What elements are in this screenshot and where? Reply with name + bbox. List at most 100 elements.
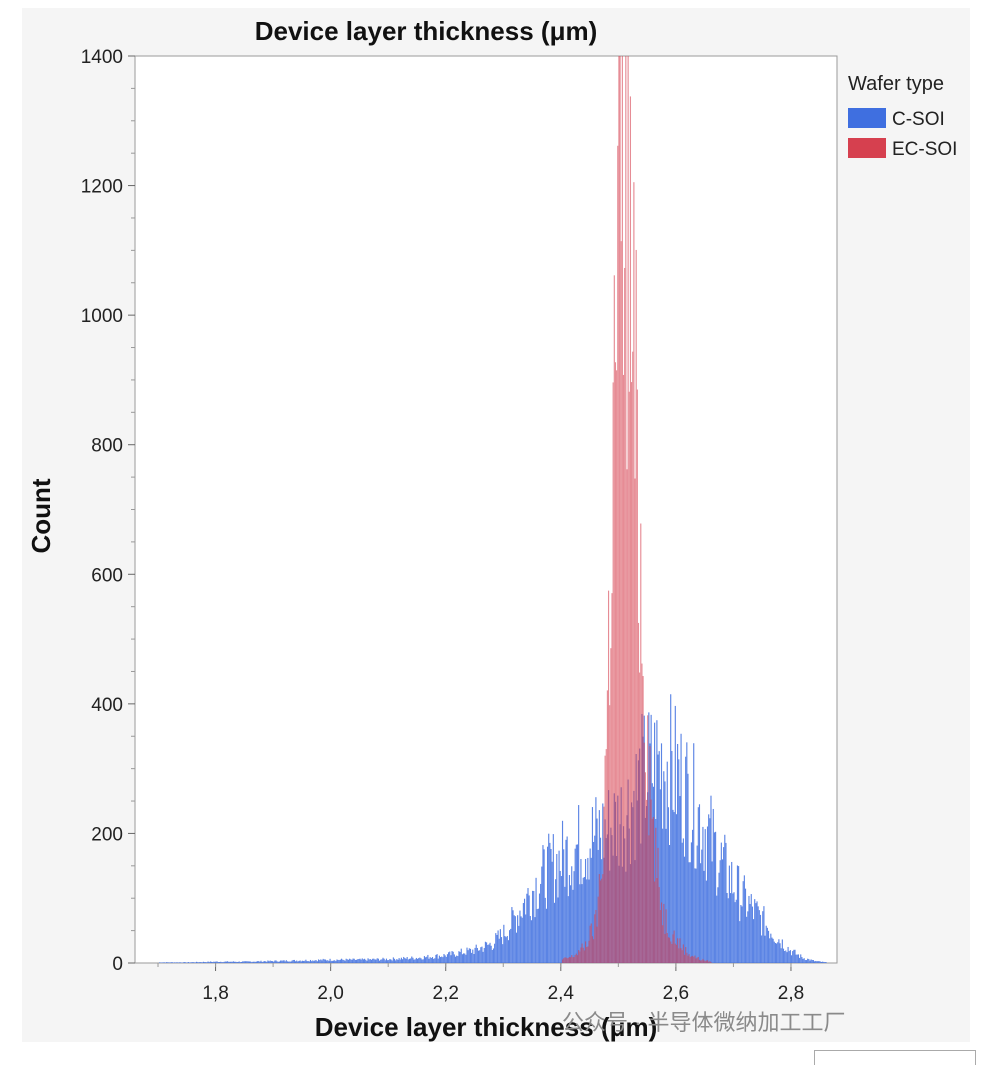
histogram-bar: [699, 960, 700, 963]
histogram-bar: [671, 944, 672, 963]
histogram-bar: [365, 960, 366, 963]
histogram-bar: [351, 960, 352, 963]
histogram-bar: [502, 944, 503, 963]
histogram-bar: [327, 960, 328, 963]
histogram-bar: [601, 879, 602, 963]
histogram-bar: [171, 962, 172, 963]
histogram-bar: [347, 959, 348, 963]
histogram-bar: [586, 947, 587, 963]
histogram-bar: [206, 962, 207, 963]
histogram-bar: [806, 960, 807, 963]
histogram-bar: [492, 950, 493, 963]
histogram-bar: [580, 947, 581, 963]
histogram-bar: [435, 955, 436, 963]
histogram-bar: [618, 56, 619, 963]
histogram-bar: [195, 962, 196, 963]
histogram-bar: [469, 948, 470, 963]
histogram-bar: [189, 962, 190, 963]
histogram-bar: [244, 961, 245, 963]
histogram-bar: [310, 960, 311, 963]
histogram-bar: [670, 694, 671, 963]
histogram-bar: [824, 962, 825, 963]
histogram-bar: [321, 960, 322, 963]
histogram-bar: [614, 275, 615, 963]
histogram-bar: [560, 871, 561, 963]
histogram-bar: [166, 962, 167, 963]
histogram-bar: [565, 840, 566, 963]
histogram-bar: [644, 743, 645, 963]
histogram-bar: [272, 961, 273, 963]
histogram-bar: [730, 893, 731, 963]
histogram-bar: [694, 956, 695, 963]
histogram-bar: [385, 960, 386, 963]
histogram-bar: [449, 952, 450, 963]
histogram-bar: [599, 874, 600, 963]
histogram-bar: [760, 915, 761, 963]
histogram-bar: [662, 925, 663, 963]
histogram-bar: [302, 961, 303, 963]
histogram-bar: [667, 933, 668, 963]
histogram-bar: [710, 962, 711, 963]
histogram-bar: [792, 951, 793, 963]
histogram-bar: [700, 960, 701, 963]
histogram-bar: [706, 960, 707, 963]
histogram-bar: [567, 958, 568, 963]
histogram-bar: [764, 936, 765, 963]
histogram-bar: [812, 960, 813, 963]
histogram-bar: [400, 960, 401, 963]
histogram-bar: [577, 955, 578, 963]
histogram-bar: [690, 862, 691, 963]
histogram-bar: [684, 857, 685, 963]
histogram-bar: [226, 962, 227, 963]
histogram-bar: [677, 938, 678, 963]
histogram-bar: [464, 953, 465, 963]
histogram-bar: [367, 958, 368, 963]
histogram-bar: [799, 958, 800, 963]
histogram-bar: [825, 962, 826, 963]
histogram-bar: [428, 959, 429, 963]
histogram-bar: [432, 957, 433, 963]
histogram-bar: [451, 951, 452, 963]
histogram-bar: [515, 916, 516, 963]
histogram-bar: [316, 960, 317, 963]
histogram-bar: [176, 962, 177, 963]
histogram-bar: [256, 962, 257, 963]
histogram-bar: [723, 847, 724, 963]
histogram-bar: [501, 937, 502, 963]
histogram-bar: [343, 960, 344, 963]
histogram-bar: [744, 875, 745, 963]
histogram-bar: [692, 830, 693, 963]
histogram-bar: [168, 962, 169, 963]
histogram-bar: [193, 962, 194, 963]
histogram-bar: [708, 814, 709, 963]
histogram-bar: [716, 896, 717, 963]
histogram-bar: [250, 962, 251, 963]
histogram-bar: [653, 817, 654, 963]
histogram-bar: [561, 876, 562, 963]
histogram-bar: [237, 962, 238, 963]
histogram-bar: [438, 959, 439, 963]
histogram-bar: [465, 955, 466, 963]
histogram-bar: [453, 952, 454, 963]
histogram-bar: [822, 962, 823, 963]
histogram-bar: [700, 863, 701, 963]
histogram-bar: [252, 962, 253, 963]
histogram-bar: [211, 962, 212, 963]
histogram-bar: [354, 959, 355, 963]
histogram-bar: [447, 954, 448, 963]
histogram-bar: [705, 961, 706, 963]
histogram-bar: [666, 909, 667, 963]
histogram-bar: [534, 917, 535, 963]
histogram-bar: [340, 960, 341, 963]
y-tick-label: 600: [91, 565, 123, 586]
histogram-bar: [817, 961, 818, 963]
histogram-bar: [643, 676, 644, 963]
histogram-bar: [570, 957, 571, 963]
histogram-bar: [262, 962, 263, 963]
histogram-bar: [746, 917, 747, 963]
histogram-bar: [434, 958, 435, 963]
histogram-bar: [565, 957, 566, 963]
histogram-bar: [283, 960, 284, 963]
histogram-bar: [277, 961, 278, 963]
histogram-bar: [775, 943, 776, 963]
